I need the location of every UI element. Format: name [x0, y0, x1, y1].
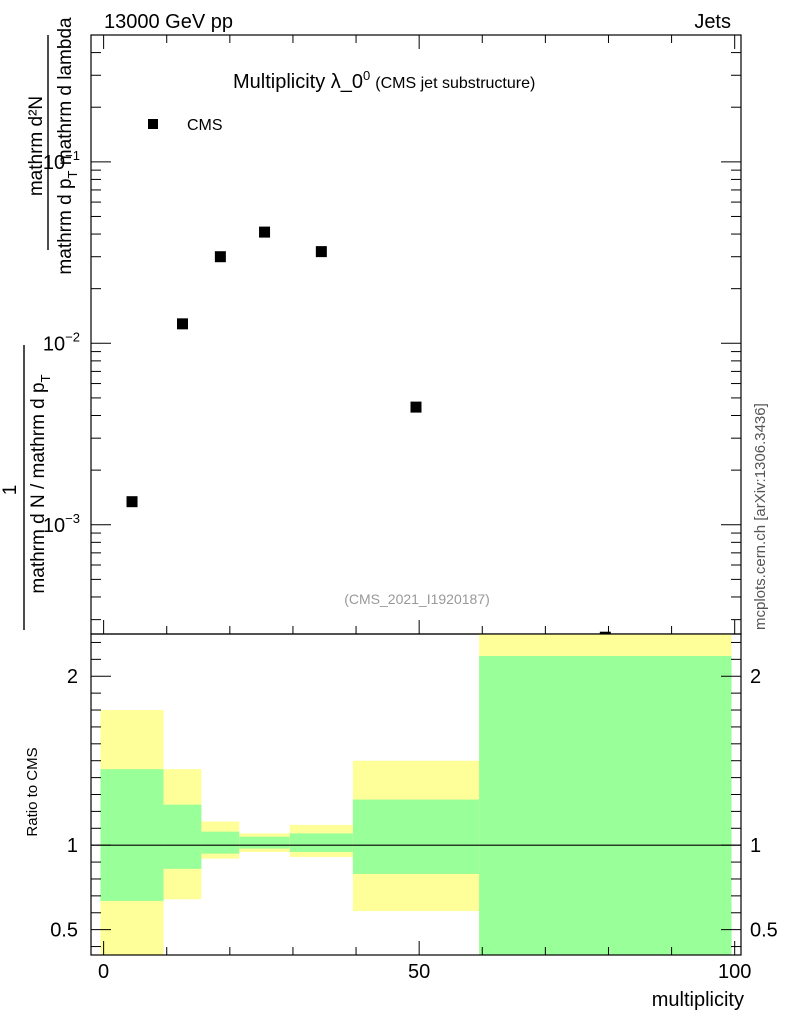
- y-label-frac-num-text: 1: [0, 485, 21, 496]
- y-label-den-sub-1: T: [65, 170, 80, 178]
- data-point: [315, 246, 327, 258]
- y-tick-label: 10−2: [43, 329, 80, 355]
- data-point: [410, 401, 422, 413]
- y-tick-label: 10−3: [43, 511, 80, 537]
- chart-title: Multiplicity λ_00 (CMS jet substructure): [233, 68, 535, 93]
- y-tick-label-base: 10: [43, 333, 65, 355]
- watermark: (CMS_2021_I1920187): [344, 591, 490, 607]
- y-label-frac-den: mathrm d N / mathrm d pT: [28, 374, 53, 593]
- chart-title-main: Multiplicity λ_0: [233, 71, 363, 93]
- y-label-den-text-1: mathrm d p: [55, 178, 76, 274]
- data-point: [259, 226, 271, 238]
- x-tick-label: 50: [408, 961, 430, 983]
- y-tick-label-base: 10: [43, 515, 65, 537]
- ratio-band-inner: [479, 655, 732, 955]
- ratio-y-label: Ratio to CMS: [24, 747, 41, 836]
- x-tick-label: 0: [98, 961, 109, 983]
- ratio-y-tick-label-right: 1: [750, 835, 761, 857]
- ratio-y-tick-label-left: 0.5: [50, 920, 78, 942]
- data-point: [126, 496, 138, 508]
- y-label-frac-den-text: mathrm d N / mathrm d p: [28, 382, 49, 593]
- ratio-band-inner: [100, 769, 164, 901]
- ratio-y-tick-label-left: 2: [67, 666, 78, 688]
- ratio-y-tick-label-left: 1: [67, 835, 78, 857]
- y-tick-label-exp: −3: [65, 511, 80, 526]
- ratio-y-tick-label-right: 2: [750, 666, 761, 688]
- chart-title-sub: (CMS jet substructure): [375, 75, 535, 92]
- ratio-band-inner: [163, 804, 202, 869]
- ratio-bands: [100, 634, 732, 955]
- y-label-frac-num: 1: [0, 485, 21, 496]
- legend-label: CMS: [187, 117, 223, 134]
- header-left: 13000 GeV pp: [104, 11, 233, 33]
- y-label-den-text-2: mathrm d lambda: [55, 17, 76, 171]
- y-label-numerator: mathrm d²N: [26, 96, 47, 196]
- main-y-axis: 10−310−210−1: [43, 34, 741, 634]
- header-right: Jets: [694, 11, 731, 33]
- ratio-axes: 0.5 0.5 1 1 2 2 0 50 100: [50, 641, 778, 983]
- y-label-num-text: mathrm d²N: [26, 96, 47, 196]
- y-label-frac-den-sub: T: [38, 374, 53, 382]
- main-y-axis-label: mathrm d²N mathrm d pT mathrm d lambda 1…: [0, 17, 80, 630]
- x-tick-label: 100: [718, 961, 751, 983]
- ratio-band-inner: [352, 799, 480, 874]
- y-tick-label-exp: −2: [65, 329, 80, 344]
- y-label-denominator: mathrm d pT mathrm d lambda: [55, 17, 80, 275]
- main-data-points: [126, 226, 611, 643]
- ratio-y-tick-label-right: 0.5: [750, 920, 778, 942]
- x-axis-label: multiplicity: [652, 989, 744, 1011]
- side-note: mcplots.cern.ch [arXiv:1306.3436]: [752, 403, 769, 630]
- ratio-band-inner: [289, 833, 353, 852]
- chart-title-sup: 0: [363, 68, 370, 83]
- data-point: [214, 251, 226, 263]
- y-tick-label-exp: −1: [65, 148, 80, 163]
- data-point: [177, 318, 189, 330]
- legend-marker: [148, 119, 158, 129]
- ratio-band-inner: [239, 836, 290, 849]
- ratio-band-inner: [201, 831, 240, 854]
